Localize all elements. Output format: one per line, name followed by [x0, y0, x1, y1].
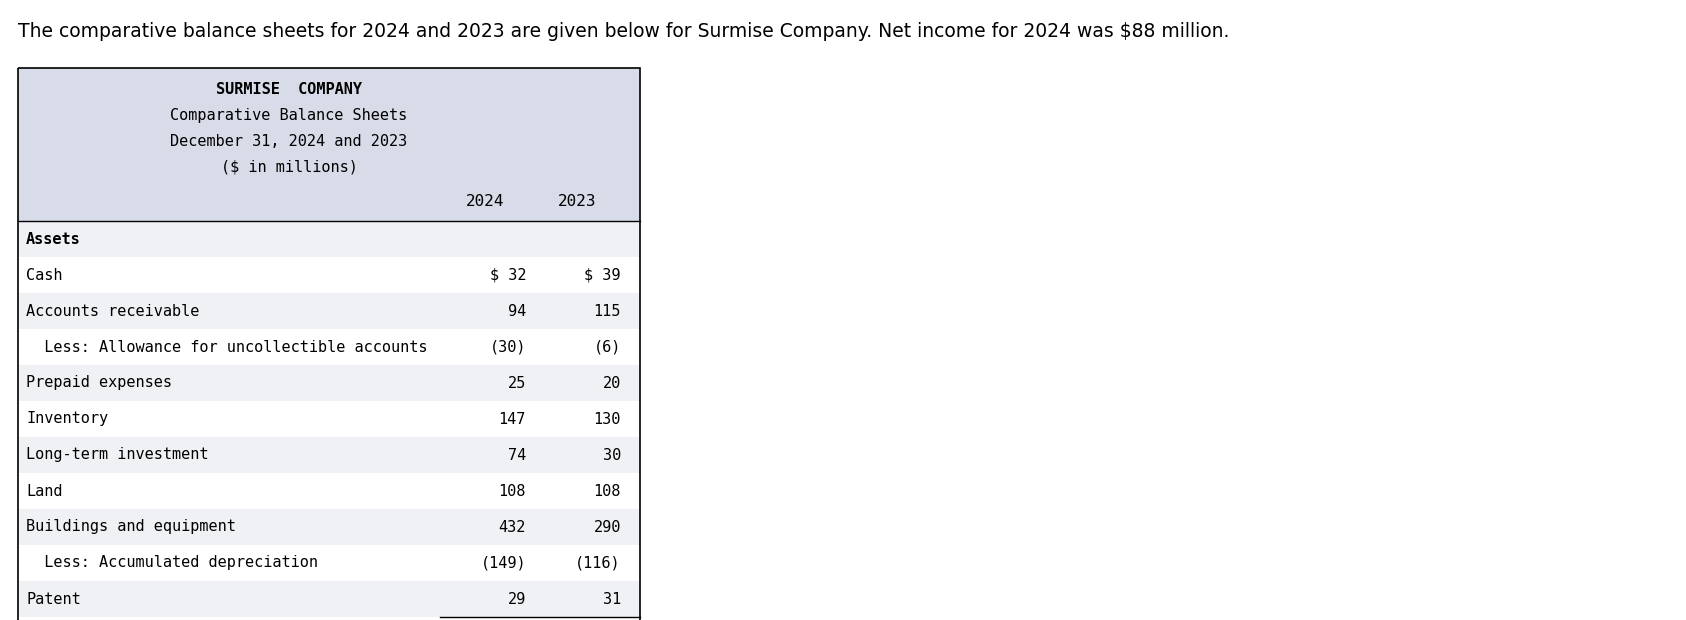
- Text: 2024: 2024: [465, 195, 504, 210]
- Text: Less: Accumulated depreciation: Less: Accumulated depreciation: [25, 556, 319, 570]
- Text: (30): (30): [489, 340, 526, 355]
- Text: $ 32: $ 32: [489, 267, 526, 283]
- Text: 130: 130: [593, 412, 620, 427]
- Text: Prepaid expenses: Prepaid expenses: [25, 376, 172, 391]
- Text: Accounts receivable: Accounts receivable: [25, 304, 199, 319]
- FancyBboxPatch shape: [19, 293, 641, 329]
- FancyBboxPatch shape: [19, 437, 641, 473]
- Text: Less: Allowance for uncollectible accounts: Less: Allowance for uncollectible accoun…: [25, 340, 428, 355]
- FancyBboxPatch shape: [19, 473, 641, 509]
- Text: Assets: Assets: [25, 231, 81, 247]
- Text: (116): (116): [575, 556, 620, 570]
- Text: 29: 29: [507, 591, 526, 606]
- Text: Long-term investment: Long-term investment: [25, 448, 209, 463]
- Text: Inventory: Inventory: [25, 412, 108, 427]
- Text: ($ in millions): ($ in millions): [221, 160, 357, 175]
- FancyBboxPatch shape: [19, 257, 641, 293]
- Text: 31: 31: [604, 591, 620, 606]
- Text: $ 39: $ 39: [585, 267, 620, 283]
- Text: 147: 147: [499, 412, 526, 427]
- Text: Land: Land: [25, 484, 62, 498]
- FancyBboxPatch shape: [19, 221, 641, 257]
- FancyBboxPatch shape: [19, 509, 641, 545]
- Text: The comparative balance sheets for 2024 and 2023 are given below for Surmise Com: The comparative balance sheets for 2024 …: [19, 22, 1229, 41]
- FancyBboxPatch shape: [19, 545, 641, 581]
- Text: 108: 108: [499, 484, 526, 498]
- FancyBboxPatch shape: [19, 329, 641, 365]
- Text: 25: 25: [507, 376, 526, 391]
- Text: December 31, 2024 and 2023: December 31, 2024 and 2023: [170, 134, 408, 149]
- Text: Patent: Patent: [25, 591, 81, 606]
- Text: 115: 115: [593, 304, 620, 319]
- Text: Cash: Cash: [25, 267, 62, 283]
- Text: 432: 432: [499, 520, 526, 534]
- FancyBboxPatch shape: [19, 581, 641, 617]
- FancyBboxPatch shape: [19, 365, 641, 401]
- Text: 290: 290: [593, 520, 620, 534]
- FancyBboxPatch shape: [19, 617, 641, 620]
- Text: 74: 74: [507, 448, 526, 463]
- Text: 2023: 2023: [558, 195, 597, 210]
- Text: (149): (149): [481, 556, 526, 570]
- Text: 108: 108: [593, 484, 620, 498]
- Text: 94: 94: [507, 304, 526, 319]
- Text: (6): (6): [593, 340, 620, 355]
- Text: SURMISE  COMPANY: SURMISE COMPANY: [216, 82, 362, 97]
- Text: 30: 30: [604, 448, 620, 463]
- FancyBboxPatch shape: [19, 401, 641, 437]
- Text: Buildings and equipment: Buildings and equipment: [25, 520, 236, 534]
- FancyBboxPatch shape: [19, 68, 641, 221]
- Text: Comparative Balance Sheets: Comparative Balance Sheets: [170, 108, 408, 123]
- Text: 20: 20: [604, 376, 620, 391]
